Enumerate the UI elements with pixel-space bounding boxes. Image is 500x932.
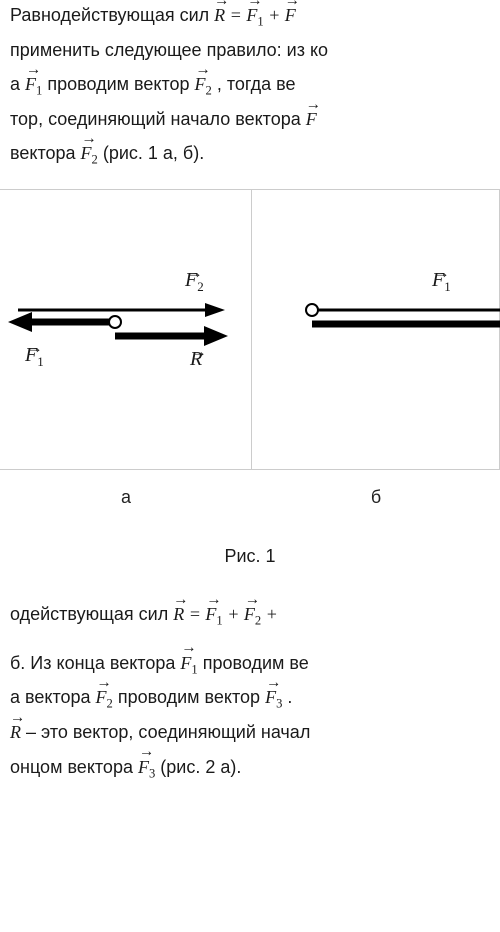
caption-b: б [252, 482, 500, 513]
paragraph-5: вектора →F2 (рис. 1 а, б). [10, 138, 490, 169]
label-F2: →F2 [185, 263, 204, 298]
figure-a: →F2 →F1 →R [0, 190, 252, 470]
paragraph-1: Равнодействующая сил →R = →F1 + →F [10, 0, 490, 31]
text-body: Равнодействующая сил →R = →F1 + →F приме… [0, 0, 500, 169]
plus: + [268, 5, 285, 25]
paragraph-8: а вектора →F2 проводим вектор →F3 . [10, 682, 490, 713]
paragraph-10: онцом вектора →F3 (рис. 2 а). [10, 752, 490, 783]
paragraph-6: одействующая сил →R = →F1 + →F2 + [10, 599, 490, 630]
paragraph-7: б. Из конца вектора →F1 проводим ве [10, 648, 490, 679]
paragraph-9: →R – это вектор, соединяющий начал [10, 717, 490, 748]
eq: = [230, 5, 247, 25]
paragraph-2: применить следующее правило: из ко [10, 35, 490, 66]
paragraph-3: а →F1 проводим вектор →F2 , тогда ве [10, 69, 490, 100]
label-F1: →F1 [25, 338, 44, 373]
figure-b: →F1 [252, 190, 500, 470]
caption-a: а [0, 482, 252, 513]
figure-sublabel-row: а б [0, 482, 500, 513]
label-F1-b: →F1 [432, 263, 451, 298]
text-body-2: одействующая сил →R = →F1 + →F2 + б. Из … [0, 599, 500, 782]
figure-row: →F2 →F1 →R →F1 [0, 189, 500, 470]
txt: Равнодействующая сил [10, 5, 214, 25]
label-R: →R [190, 342, 202, 376]
figure-main-caption: Рис. 1 [0, 541, 500, 572]
